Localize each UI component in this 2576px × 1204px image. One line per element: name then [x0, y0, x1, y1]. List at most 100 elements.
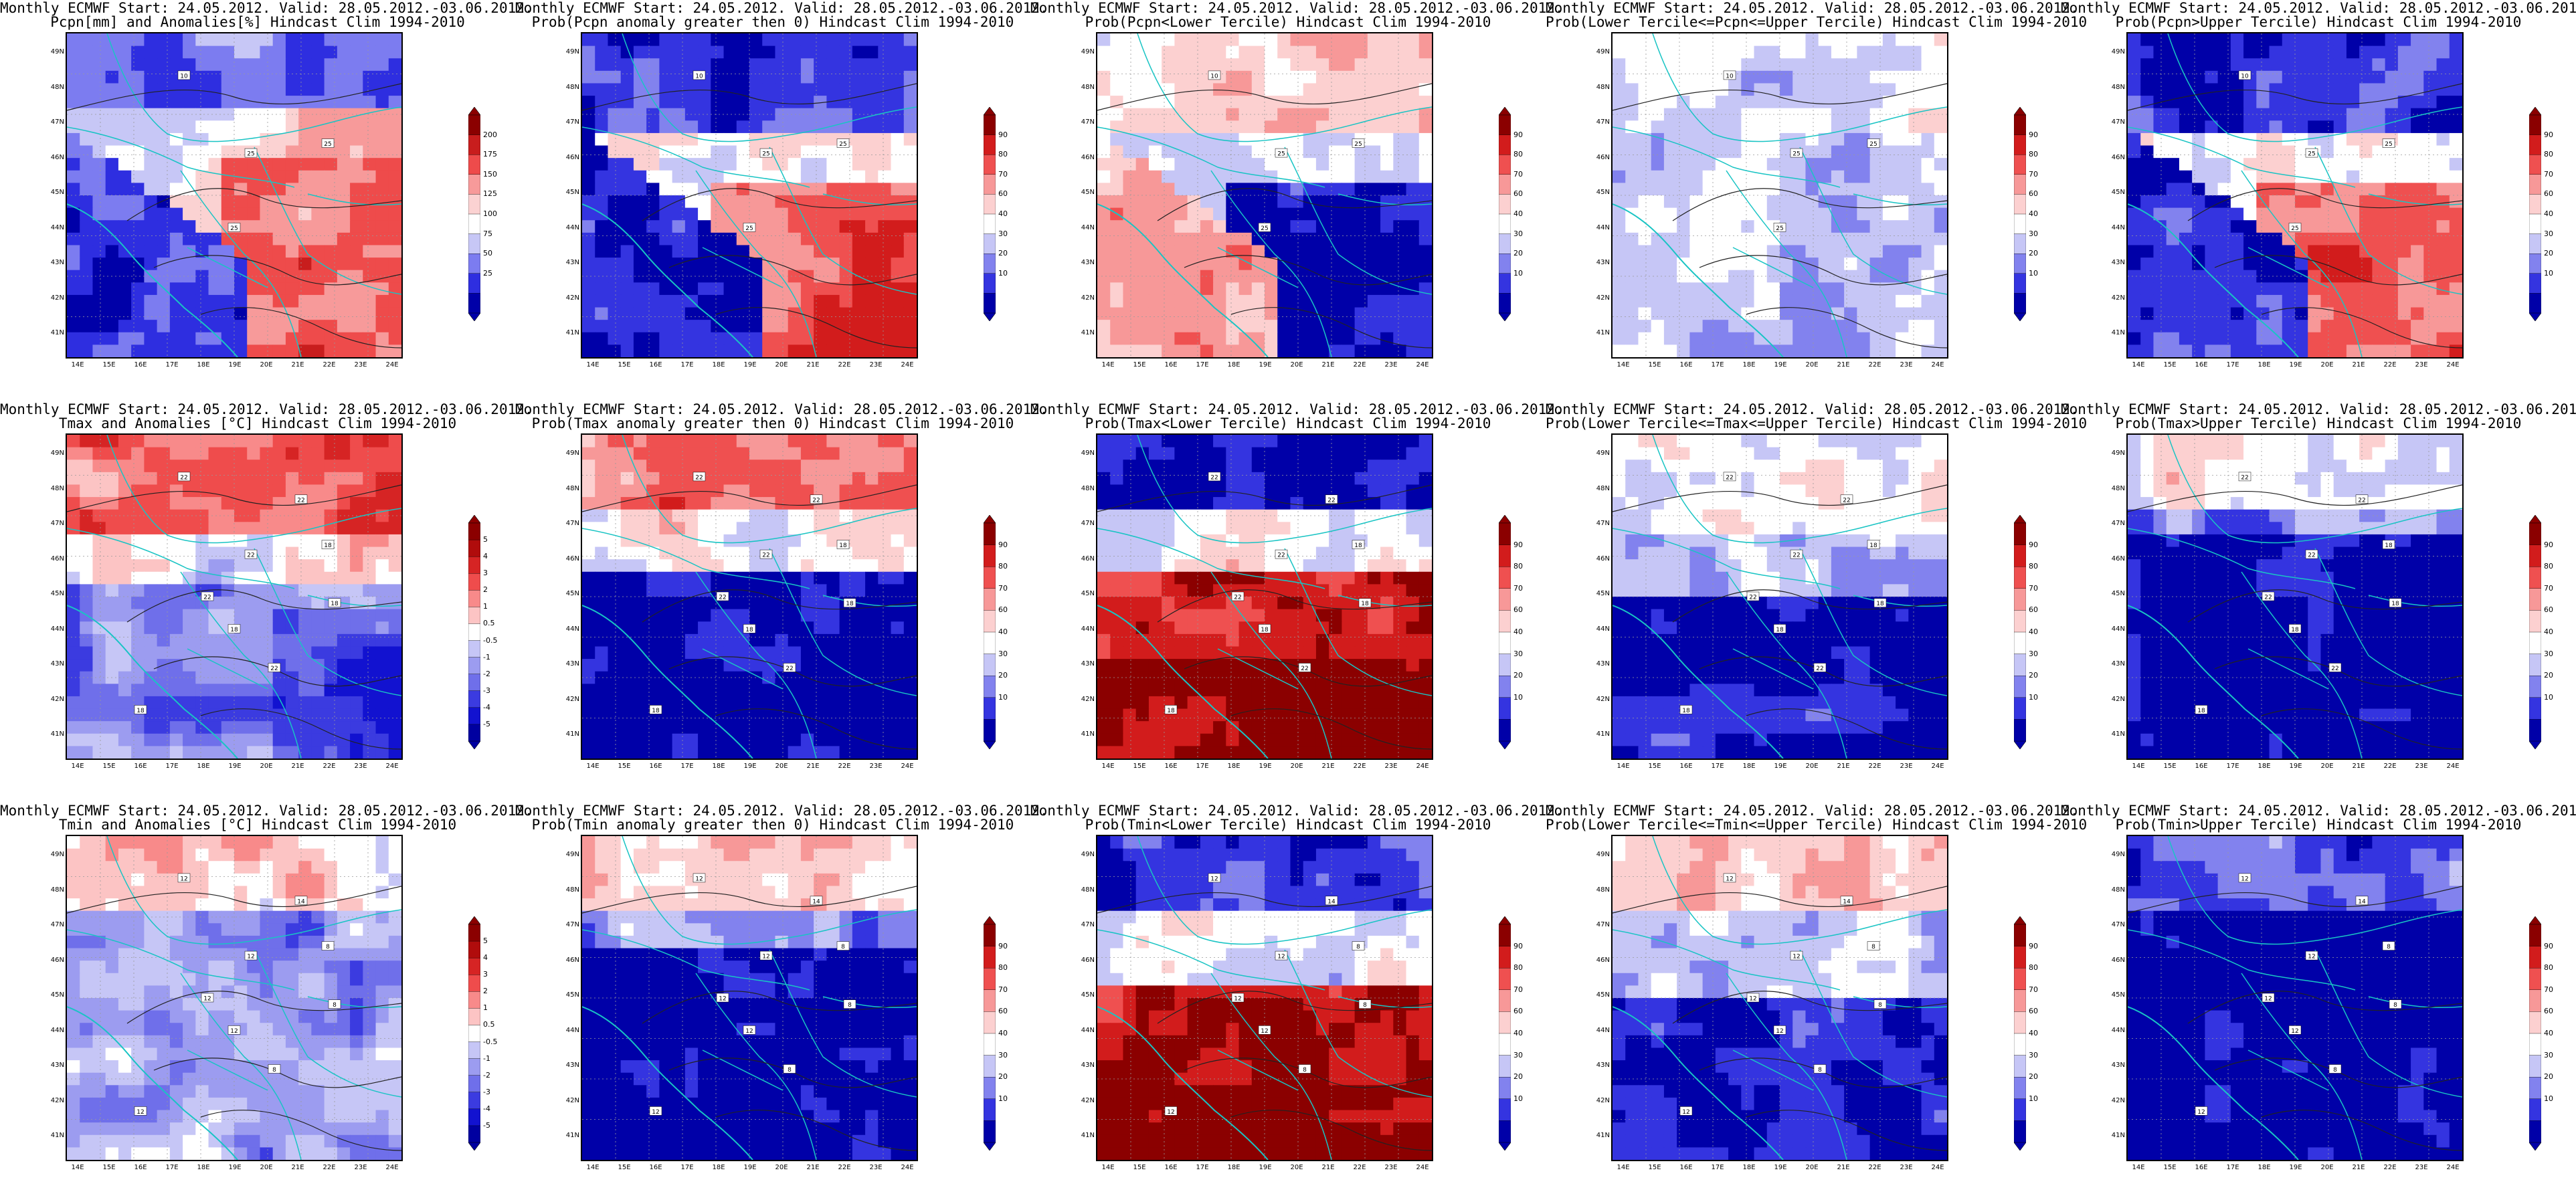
- field-cell: [105, 696, 119, 710]
- field-cell: [350, 597, 363, 610]
- field-cell: [1277, 120, 1291, 134]
- field-cell: [684, 609, 699, 622]
- field-cell: [684, 597, 699, 610]
- field-cell: [852, 258, 866, 271]
- field-cell: [157, 58, 171, 72]
- latitude-tick-label: 42N: [2111, 294, 2125, 302]
- field-cell: [620, 220, 634, 233]
- field-cell: [2423, 183, 2437, 196]
- field-cell: [311, 509, 325, 522]
- field-cell: [2411, 207, 2424, 221]
- field-cell: [595, 597, 609, 610]
- field-cell: [788, 307, 802, 320]
- field-cell: [1303, 207, 1317, 221]
- field-cell: [749, 96, 763, 109]
- climatology-isoline: [2214, 255, 2462, 286]
- field-cell: [2243, 145, 2257, 159]
- field-cell: [247, 646, 261, 660]
- field-cell: [247, 132, 261, 146]
- field-cell: [659, 207, 673, 221]
- field-cell: [878, 609, 892, 622]
- field-cell: [131, 58, 145, 72]
- field-cell: [2333, 96, 2347, 109]
- field-cell: [1844, 294, 1857, 308]
- field-cell: [1869, 45, 1883, 59]
- field-cell: [67, 721, 80, 734]
- field-cell: [1277, 108, 1291, 121]
- field-cell: [1896, 282, 1909, 296]
- field-cell: [711, 245, 725, 258]
- field-cell: [247, 584, 261, 597]
- field-cell: [1200, 307, 1214, 320]
- field-cell: [633, 183, 647, 196]
- field-cell: [131, 460, 145, 473]
- field-cell: [1342, 245, 1356, 258]
- field-cell: [2269, 45, 2283, 59]
- field-cell: [2205, 170, 2219, 183]
- field-cell: [633, 509, 647, 522]
- field-cell: [1251, 83, 1265, 96]
- forecast-panel: Monthly ECMWF Start: 24.05.2012. Valid: …: [515, 0, 1048, 401]
- field-cell: [646, 546, 660, 560]
- field-cell: [633, 597, 647, 610]
- field-cell: [1342, 96, 1356, 109]
- field-cell: [208, 232, 222, 246]
- field-cell: [1354, 332, 1368, 345]
- field-cell: [298, 33, 312, 47]
- field-cell: [324, 633, 338, 647]
- field-cell: [272, 307, 286, 320]
- field-cell: [208, 45, 222, 59]
- field-cell: [375, 484, 389, 498]
- longitude-tick-label: 20E: [260, 361, 273, 369]
- field-cell: [1187, 332, 1201, 345]
- field-cell: [1857, 332, 1871, 345]
- field-cell: [646, 83, 660, 96]
- colorbar-min-arrow: [2014, 312, 2026, 321]
- country-border: [254, 146, 401, 295]
- field-cell: [1741, 83, 1755, 96]
- field-cell: [2166, 120, 2180, 134]
- field-cell: [2359, 183, 2373, 196]
- field-cell: [1651, 170, 1665, 183]
- field-cell: [736, 58, 750, 72]
- field-cell: [2320, 232, 2334, 246]
- field-cell: [1123, 195, 1137, 209]
- field-cell: [92, 435, 106, 448]
- field-cell: [1728, 320, 1742, 333]
- field-cell: [711, 45, 725, 59]
- field-cell: [1238, 158, 1253, 171]
- field-cell: [1844, 108, 1857, 121]
- latitude-tick-label: 41N: [1596, 329, 1610, 336]
- field-cell: [1226, 344, 1240, 357]
- field-cell: [2333, 170, 2347, 183]
- field-cell: [659, 447, 673, 460]
- field-cell: [620, 58, 634, 72]
- field-cell: [1869, 344, 1883, 357]
- field-cell: [1367, 58, 1381, 72]
- field-cell: [1728, 158, 1742, 171]
- colorbar-label: 70: [1513, 169, 1523, 179]
- field-cell: [672, 609, 686, 622]
- field-cell: [852, 170, 866, 183]
- field-cell: [736, 534, 750, 548]
- field-cell: [118, 559, 132, 573]
- field-cell: [608, 294, 622, 308]
- field-cell: [1613, 344, 1626, 357]
- field-cell: [169, 145, 183, 159]
- field-cell: [878, 96, 892, 109]
- field-cell: [826, 195, 840, 209]
- field-cell: [67, 708, 80, 722]
- field-cell: [1805, 195, 1819, 209]
- field-cell: [684, 170, 699, 183]
- country-border: [2247, 247, 2329, 288]
- field-cell: [1715, 344, 1729, 357]
- field-cell: [350, 183, 363, 196]
- field-cell: [169, 33, 183, 47]
- colorbar-min-arrow: [984, 312, 996, 321]
- field-cell: [1715, 320, 1729, 333]
- field-cell: [723, 58, 737, 72]
- field-cell: [1213, 108, 1226, 121]
- field-cell: [1097, 83, 1111, 96]
- field-cell: [311, 659, 325, 672]
- field-cell: [2153, 70, 2167, 84]
